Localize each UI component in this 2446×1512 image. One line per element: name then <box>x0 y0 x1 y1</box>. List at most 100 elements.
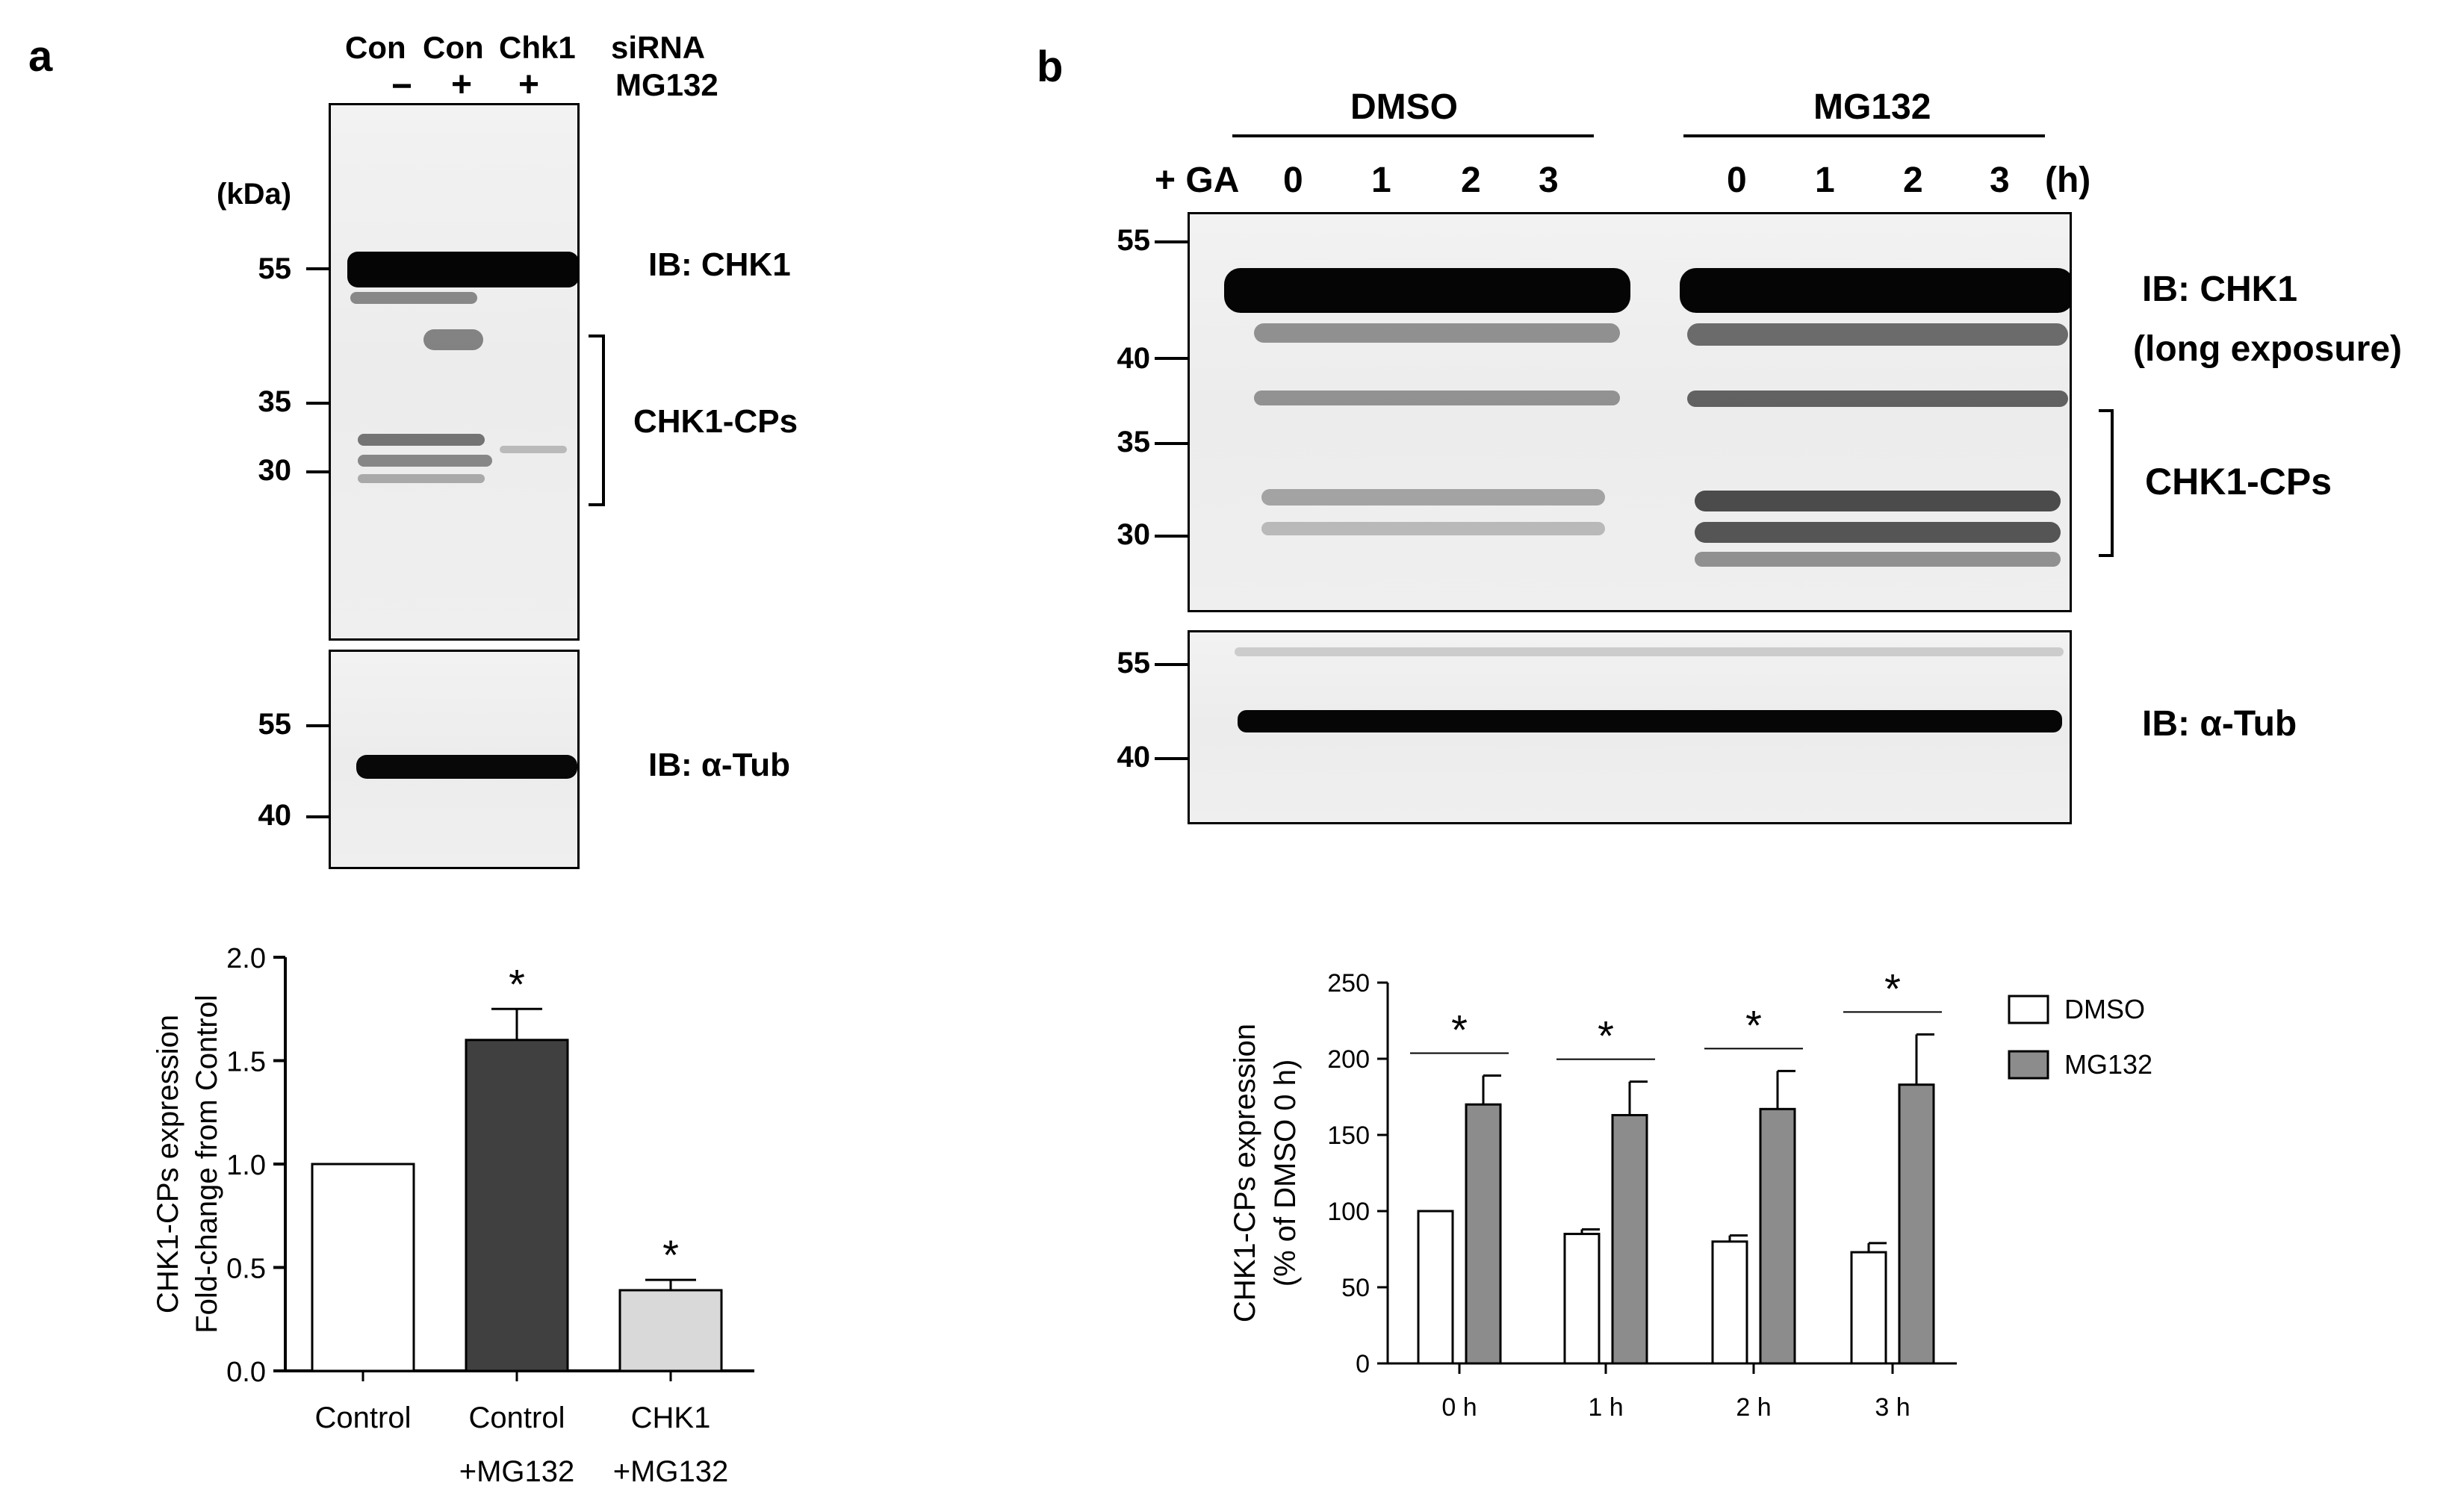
timepoint-label: 2 <box>1903 161 1923 200</box>
lane-label-2: Con <box>423 30 484 65</box>
group-line <box>1232 134 1594 137</box>
blot-a1-label: IB: CHK1 <box>648 246 791 283</box>
chart-a-significance: * <box>509 960 525 1007</box>
treatment-2: + <box>451 65 473 105</box>
chart-b-y-tick-label: 250 <box>1327 969 1370 998</box>
time-unit-label: (h) <box>2045 161 2091 200</box>
chart-b-x-tick-label: 3 h <box>1875 1393 1910 1422</box>
chart-a-y-tick-label: 2.0 <box>226 943 266 974</box>
chart-a-y-tick-label: 0.5 <box>226 1254 266 1285</box>
marker-a1-30: 30 <box>258 454 292 487</box>
chart-b-significance: * <box>1884 965 1901 1012</box>
marker-a2-40: 40 <box>258 799 292 832</box>
cp-band <box>1695 491 2061 511</box>
blot-b-tubulin <box>1188 630 2072 824</box>
cp-band <box>1687 323 2068 346</box>
chart-b-x-tick-label: 0 h <box>1441 1393 1477 1422</box>
cp-band <box>1261 522 1605 535</box>
timepoint-label: 3 <box>1990 161 2010 200</box>
chart-b-y-tick-label: 50 <box>1341 1274 1370 1302</box>
marker-tick <box>1155 357 1188 360</box>
chk1-band <box>1680 268 2070 313</box>
panel-b-letter: b <box>1037 43 1064 91</box>
chart-b-legend-label: DMSO <box>2064 994 2145 1024</box>
cp-band <box>423 329 483 350</box>
marker-b1-55: 55 <box>1117 224 1151 257</box>
timepoint-label: 1 <box>1815 161 1835 200</box>
cp-band <box>350 292 477 304</box>
marker-a2-55: 55 <box>258 708 292 741</box>
chart-a-x-tick-label: Control <box>469 1401 565 1434</box>
chart-b-significance: * <box>1598 1012 1614 1060</box>
mg132-label: MG132 <box>615 67 718 102</box>
bracket-b-label: CHK1-CPs <box>2145 461 2332 503</box>
chart-b-x-tick-label: 1 h <box>1588 1393 1623 1422</box>
cp-bracket <box>589 335 605 506</box>
treatment-3: + <box>518 65 540 105</box>
chart-b-y-tick-label: 0 <box>1356 1350 1370 1378</box>
cp-band <box>358 455 492 467</box>
blot-b1-sublabel: (long exposure) <box>2133 329 2403 369</box>
kda-label: (kDa) <box>217 178 292 211</box>
cp-band <box>1687 391 2068 407</box>
marker-tick <box>306 815 330 818</box>
panel-a-letter: a <box>28 32 53 81</box>
chart-a-y-label: CHK1-CPs expression <box>152 1015 184 1313</box>
tubulin-upper-band <box>1235 647 2064 656</box>
chart-b-y-label: (% of DMSO 0 h) <box>1269 1060 1302 1287</box>
chk1-band <box>1224 268 1630 313</box>
marker-a1-55: 55 <box>258 252 292 285</box>
chart-a-y-tick-label: 1.0 <box>226 1150 266 1181</box>
chk1-band <box>347 252 577 287</box>
marker-tick <box>1155 663 1188 666</box>
marker-tick <box>1155 757 1188 760</box>
blot-a-tubulin <box>329 650 580 869</box>
chart-a-bar <box>618 1289 723 1372</box>
group-mg132-label: MG132 <box>1813 87 1931 127</box>
chart-b-bar <box>1759 1107 1796 1365</box>
chart-b-legend-swatch <box>2008 995 2049 1024</box>
chart-a-x-tick-label: CHK1 <box>631 1401 711 1434</box>
chart-b-bar <box>1563 1233 1601 1365</box>
chart-b-bar <box>1611 1113 1648 1365</box>
timepoint-label: 0 <box>1283 161 1303 200</box>
cp-band <box>1254 323 1620 343</box>
chart-b-significance: * <box>1745 1001 1762 1048</box>
chart-b-bar <box>1465 1103 1502 1365</box>
chart-b-y-tick-label: 150 <box>1327 1121 1370 1150</box>
cp-band <box>1695 522 2061 543</box>
chart-b-bar <box>1417 1210 1454 1365</box>
chart-b-y-tick-label: 100 <box>1327 1198 1370 1226</box>
marker-tick <box>306 267 330 270</box>
marker-b2-40: 40 <box>1117 741 1151 774</box>
timepoint-label: 2 <box>1461 161 1481 200</box>
lane-label-3: Chk1 <box>499 30 576 65</box>
chart-a-y-tick-label: 0.0 <box>226 1357 266 1388</box>
chart-b-legend-label: MG132 <box>2064 1049 2152 1080</box>
marker-tick <box>1155 535 1188 538</box>
chart-b-y-label: CHK1-CPs expression <box>1229 1024 1261 1322</box>
blot-b2-label: IB: α-Tub <box>2142 704 2297 744</box>
blot-a2-label: IB: α-Tub <box>648 747 790 783</box>
tubulin-band <box>356 755 577 779</box>
chart-b-bar <box>1898 1083 1935 1365</box>
chart-a-significance: * <box>662 1231 679 1278</box>
blot-b-chk1 <box>1188 212 2072 612</box>
cp-band <box>1261 489 1605 505</box>
cp-band <box>500 446 567 453</box>
group-line <box>1683 134 2045 137</box>
chart-b-legend-swatch <box>2008 1050 2049 1080</box>
chart-a-y-tick-label: 1.5 <box>226 1047 266 1078</box>
cp-band <box>1695 552 2061 567</box>
marker-b1-35: 35 <box>1117 426 1151 458</box>
chart-b-significance: * <box>1451 1006 1468 1053</box>
cp-band <box>358 434 485 446</box>
bracket-a-label: CHK1-CPs <box>633 403 798 440</box>
tubulin-band <box>1238 710 2062 732</box>
blot-b1-label: IB: CHK1 <box>2142 270 2298 309</box>
marker-b1-40: 40 <box>1117 342 1151 375</box>
ga-label: + GA <box>1155 161 1240 200</box>
chart-b-bar <box>1711 1240 1748 1365</box>
cp-band <box>1254 391 1620 405</box>
